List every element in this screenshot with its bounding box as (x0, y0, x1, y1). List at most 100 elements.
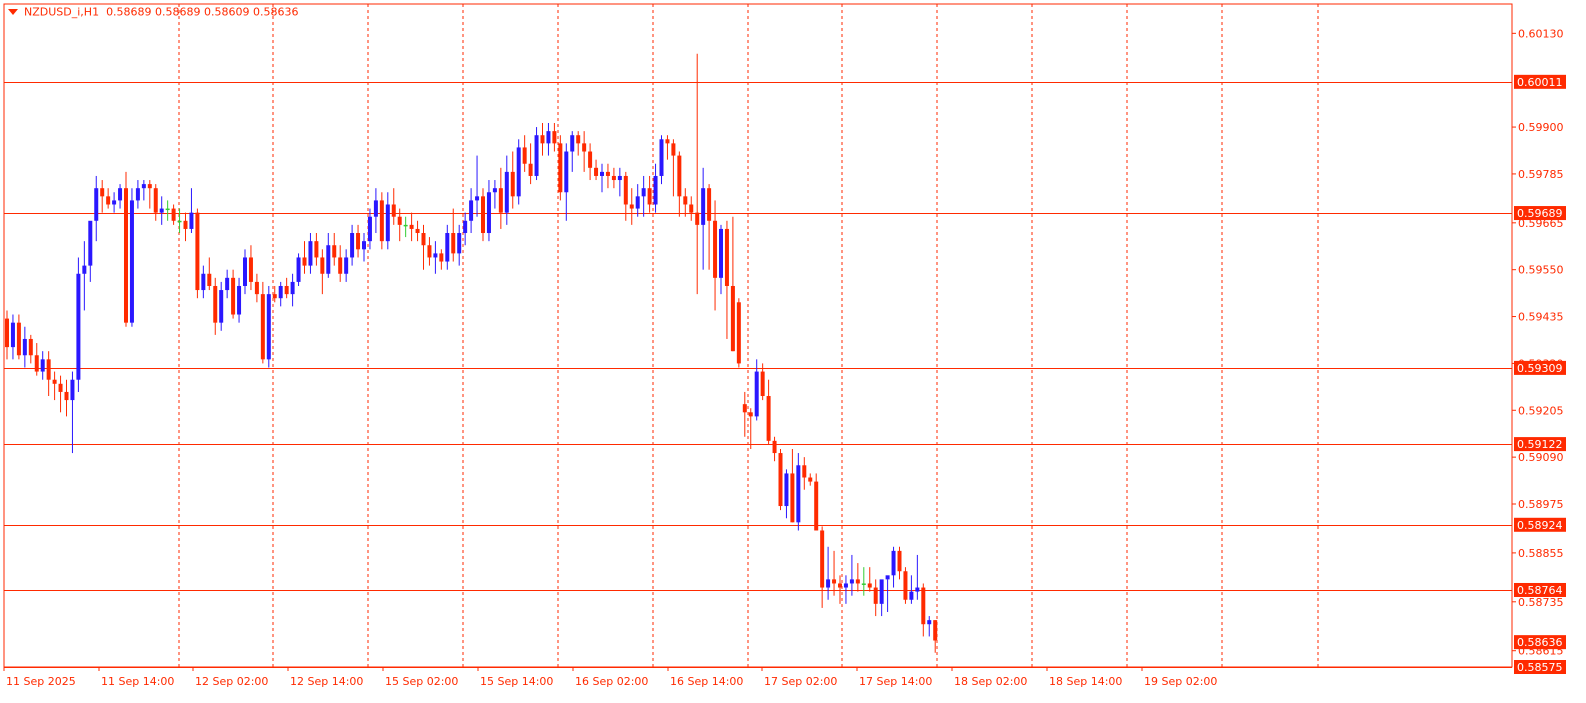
candle-body (659, 139, 664, 176)
candle (486, 180, 491, 242)
price-tick-label: 0.59665 (1518, 217, 1564, 230)
candle-body (564, 151, 569, 193)
collapse-triangle-icon[interactable] (8, 9, 18, 15)
price-level-badge: 0.58924 (1514, 517, 1566, 532)
candle (588, 143, 593, 181)
candle (356, 224, 361, 258)
candle-body (82, 265, 87, 274)
candle-body (861, 583, 866, 585)
candle (558, 135, 563, 201)
candle (742, 391, 747, 437)
candle (40, 351, 45, 380)
candle-body (28, 338, 33, 356)
candle-body (695, 212, 700, 225)
candle-body (570, 135, 575, 152)
candle-body (356, 233, 361, 250)
time-tick-label: 17 Sep 14:00 (859, 675, 932, 688)
candle-body (617, 175, 622, 181)
candle (594, 159, 599, 181)
candle (677, 151, 682, 217)
candle-body (736, 302, 741, 364)
candle-body (873, 587, 878, 604)
candle (159, 196, 164, 225)
candle (826, 546, 831, 600)
time-axis: 11 Sep 2025 11 Sep 14:00 12 Sep 02:00 12 Se… (3, 667, 1217, 688)
candle (730, 216, 735, 352)
candle-body (124, 188, 128, 323)
candle-body (385, 204, 390, 242)
candle (189, 188, 194, 234)
candle-body (94, 188, 99, 221)
candle-body (403, 224, 408, 227)
candle (308, 233, 313, 274)
candle-body (177, 220, 182, 223)
chart-header: NZDUSD_i,H1 0.58689 0.58689 0.58609 0.58… (8, 5, 299, 19)
candle (724, 220, 729, 339)
candle-body (713, 220, 718, 278)
candle (802, 457, 807, 490)
candle (891, 546, 896, 588)
price-level-badge: 0.59122 (1514, 437, 1566, 452)
candle (766, 379, 771, 445)
candle-body (594, 167, 599, 176)
candle-body (605, 171, 610, 176)
candle (385, 192, 390, 250)
candle-body (481, 196, 485, 234)
candle (290, 273, 295, 307)
price-level-badge: 0.58764 (1514, 582, 1566, 597)
candle-body (724, 228, 729, 286)
candle (707, 184, 712, 270)
price-level-badge: 0.58636 (1514, 635, 1566, 650)
candle (897, 546, 902, 580)
candle (659, 135, 664, 185)
candle (147, 180, 152, 209)
candle (314, 233, 319, 266)
candle-body (885, 575, 890, 580)
candle-body (302, 257, 307, 266)
candle-body (284, 285, 289, 295)
candle (237, 277, 242, 323)
candle (915, 554, 920, 600)
candle-body (159, 208, 164, 213)
time-tick-label: 17 Sep 02:00 (764, 675, 837, 688)
candle-body (927, 620, 932, 625)
candle-body (58, 383, 63, 392)
candle-body (88, 220, 93, 266)
candle (76, 257, 81, 392)
candle-body (129, 200, 134, 323)
candle (415, 220, 420, 242)
plot-frame (3, 3, 1513, 668)
candle (260, 281, 265, 364)
candle-body (891, 550, 896, 576)
candle (778, 448, 783, 511)
price-tick-label: 0.58855 (1518, 547, 1564, 560)
price-level-label: 0.58764 (1517, 584, 1563, 597)
candle (861, 567, 866, 596)
candle (605, 163, 610, 189)
price-level-label: 0.58636 (1517, 636, 1563, 649)
candle-body (748, 412, 753, 417)
candle-body (808, 477, 813, 482)
time-tick-label: 11 Sep 2025 (6, 675, 76, 688)
candle (903, 567, 908, 604)
candle-body (677, 155, 682, 197)
candle-body (463, 220, 468, 234)
candle (52, 371, 57, 401)
candle (849, 554, 854, 596)
candle (195, 208, 200, 299)
candle-body (867, 583, 872, 588)
candle-body (600, 171, 604, 176)
candle (510, 151, 515, 209)
candle (492, 180, 497, 209)
candle (82, 241, 87, 311)
candle (254, 273, 259, 303)
ohlc-values: 0.58689 0.58689 0.58609 0.58636 (106, 5, 299, 19)
candle-body (492, 188, 497, 193)
candle-body (909, 591, 914, 600)
candle-body (16, 322, 21, 356)
candle (534, 127, 539, 181)
candle-body (855, 579, 860, 584)
candles (5, 53, 938, 653)
price-tick-label: 0.60130 (1518, 27, 1564, 40)
